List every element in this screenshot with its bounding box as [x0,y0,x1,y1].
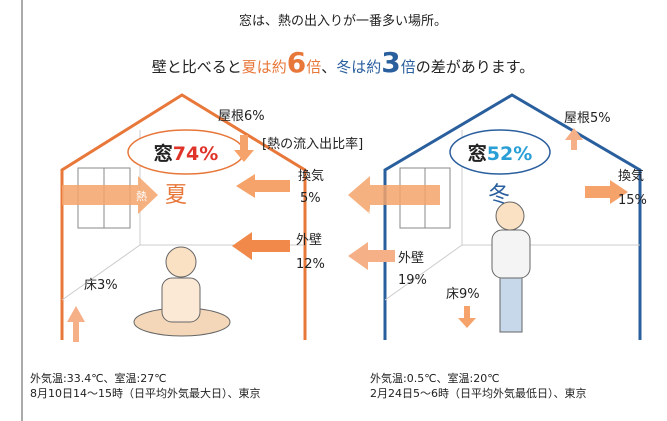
text: 窓 [468,142,487,165]
heat-label: 熱 [136,190,147,203]
text: 窓 [154,142,173,165]
text: 夏は約 [242,58,287,76]
season-label: 夏 [165,183,187,208]
wall-pct: 12% [296,257,325,272]
text: 74% [173,143,218,165]
text: 6 [287,46,306,79]
person-body [492,230,530,278]
vent-label: 換気 [298,168,324,184]
floor-arrow [67,306,85,342]
vent-pct: 15% [618,193,647,208]
text: 倍 [401,58,416,76]
person-head [496,202,524,230]
text: 、 [321,58,336,76]
roof-arrow [565,128,583,150]
header-line2: 壁と比べると夏は約6倍、冬は約3倍の差があります。 [152,46,535,79]
text: 3 [381,46,400,79]
person-body [162,278,200,322]
text: 壁と比べると [152,58,242,76]
person-head [166,247,196,277]
roof-label: 屋根6% [218,109,265,124]
vent-arrow [236,174,290,198]
caption: 2月24日5～6時（日平均外気最低日）、東京 [370,386,587,400]
caption: 外気温:33.4℃、室温:27℃ [30,371,167,385]
header-line1: 窓は、熱の出入りが一番多い場所。 [239,13,447,29]
floor-label: 床9% [446,287,480,302]
vent-label: 換気 [618,168,644,184]
wall-arrow [232,232,290,260]
wall-arrow [348,242,395,270]
floor-arrow [458,306,476,328]
wall-label: 外壁 [398,251,424,266]
wall-pct: 19% [398,273,427,288]
infographic: 窓は、熱の出入りが一番多い場所。 壁と比べると夏は約6倍、冬は約3倍の差がありま… [0,0,667,421]
text: 52% [487,143,532,165]
window-ratio: 窓52% [468,142,533,165]
winter-house: 熱 冬 窓52% 屋根5% 換気 15% 外壁 19% 床9% 外気温:0.5℃… [348,95,647,400]
ratio-label: [熱の流入出比率] [262,136,363,152]
text: の差があります。 [416,58,535,76]
heat-label: 熱 [368,208,379,221]
caption: 8月10日14～15時（日平均外気最大日）、東京 [30,386,261,400]
text: 倍 [306,58,321,76]
roof-label: 屋根5% [564,111,611,126]
caption: 外気温:0.5℃、室温:20℃ [370,371,500,385]
vent-pct: 5% [300,191,321,206]
floor-label: 床3% [84,278,118,293]
text: 冬は約 [336,58,381,76]
window-ratio: 窓74% [154,142,219,165]
wall-label: 外壁 [296,233,322,248]
person-legs [500,270,522,332]
